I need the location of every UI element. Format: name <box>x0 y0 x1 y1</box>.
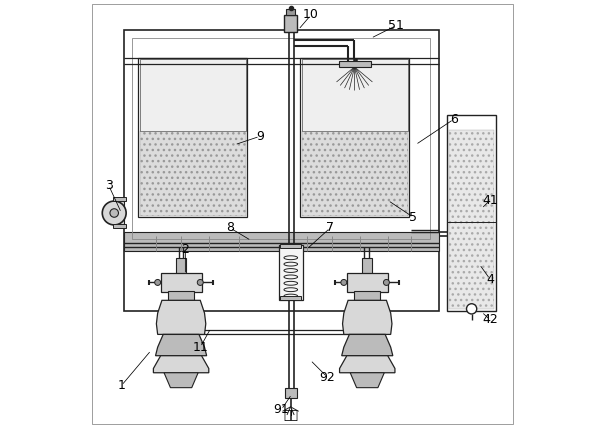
Bar <box>123 30 439 311</box>
Bar <box>284 388 296 398</box>
Text: 11: 11 <box>192 341 208 354</box>
Bar <box>140 59 246 131</box>
Bar <box>161 273 201 292</box>
Bar <box>302 59 408 131</box>
Polygon shape <box>155 334 207 356</box>
Bar <box>279 245 302 300</box>
Text: 41: 41 <box>482 194 498 207</box>
Text: 6: 6 <box>450 113 457 126</box>
Bar <box>176 258 186 275</box>
Polygon shape <box>339 356 395 373</box>
Bar <box>300 58 409 217</box>
Polygon shape <box>164 373 198 388</box>
Text: 7: 7 <box>326 222 334 234</box>
Text: 8: 8 <box>226 222 234 234</box>
Circle shape <box>466 304 477 314</box>
Polygon shape <box>156 300 206 334</box>
Bar <box>362 258 372 275</box>
Circle shape <box>102 201 126 225</box>
Bar <box>284 15 297 32</box>
Bar <box>168 291 194 300</box>
Text: 5: 5 <box>409 211 417 224</box>
Text: 10: 10 <box>303 9 319 21</box>
Bar <box>302 131 408 216</box>
Text: 2: 2 <box>182 243 189 256</box>
Circle shape <box>155 279 161 285</box>
Text: 1: 1 <box>117 379 125 392</box>
Bar <box>113 224 126 228</box>
Circle shape <box>197 279 203 285</box>
Bar <box>280 244 301 248</box>
Polygon shape <box>342 300 392 334</box>
Polygon shape <box>154 356 209 373</box>
Bar <box>347 273 388 292</box>
Text: 91: 91 <box>273 403 289 416</box>
Circle shape <box>384 279 390 285</box>
Circle shape <box>110 209 119 217</box>
Bar <box>123 232 439 251</box>
Circle shape <box>341 279 347 285</box>
Bar <box>115 201 125 225</box>
Polygon shape <box>350 373 384 388</box>
Bar <box>113 197 126 201</box>
Bar <box>140 131 246 216</box>
Text: 42: 42 <box>482 313 498 326</box>
Bar <box>286 9 295 15</box>
Bar <box>447 115 496 311</box>
Text: 水源: 水源 <box>283 409 298 422</box>
Text: 3: 3 <box>105 179 113 192</box>
Text: 4: 4 <box>486 273 494 285</box>
Bar <box>355 291 380 300</box>
Bar <box>139 58 247 217</box>
Polygon shape <box>342 334 393 356</box>
Text: 92: 92 <box>319 371 335 383</box>
Bar <box>280 296 301 300</box>
Text: 51: 51 <box>388 19 404 32</box>
Bar <box>339 61 371 67</box>
Bar <box>132 38 430 239</box>
Text: 9: 9 <box>256 130 264 143</box>
Bar <box>450 130 494 309</box>
